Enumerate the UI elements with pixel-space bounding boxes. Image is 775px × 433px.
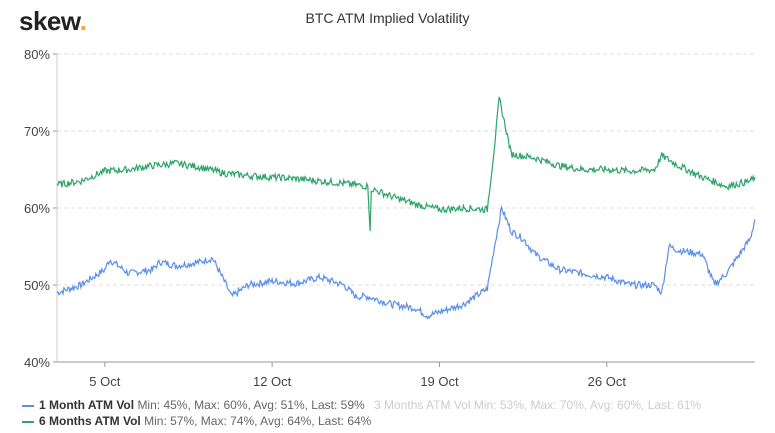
series-line-2 (56, 96, 756, 232)
x-tick-label: 19 Oct (420, 374, 459, 389)
chart-title: BTC ATM Implied Volatility (305, 10, 470, 26)
legend-item-1m[interactable]: 1 Month ATM Vol Min: 45%, Max: 60%, Avg:… (22, 398, 365, 412)
y-tick-label: 80% (24, 47, 50, 62)
x-tick-label: 12 Oct (253, 374, 292, 389)
legend-swatch (22, 420, 34, 423)
y-tick-label: 60% (24, 201, 50, 216)
legend-row-1: 1 Month ATM Vol Min: 45%, Max: 60%, Avg:… (22, 398, 701, 412)
y-tick-label: 70% (24, 124, 50, 139)
x-tick-label: 26 Oct (588, 374, 627, 389)
y-tick-label: 40% (24, 355, 50, 370)
legend-swatch (22, 404, 34, 407)
legend-item-3m[interactable]: 3 Months ATM Vol Min: 53%, Max: 70%, Avg… (374, 398, 702, 412)
legend-item-6m[interactable]: 6 Months ATM Vol Min: 57%, Max: 74%, Avg… (22, 414, 371, 428)
skew-logo: skew. (19, 6, 87, 36)
legend-row-2: 6 Months ATM Vol Min: 57%, Max: 74%, Avg… (22, 414, 371, 428)
x-tick-label: 5 Oct (89, 374, 120, 389)
series-line-0 (56, 204, 756, 320)
y-tick-label: 50% (24, 278, 50, 293)
